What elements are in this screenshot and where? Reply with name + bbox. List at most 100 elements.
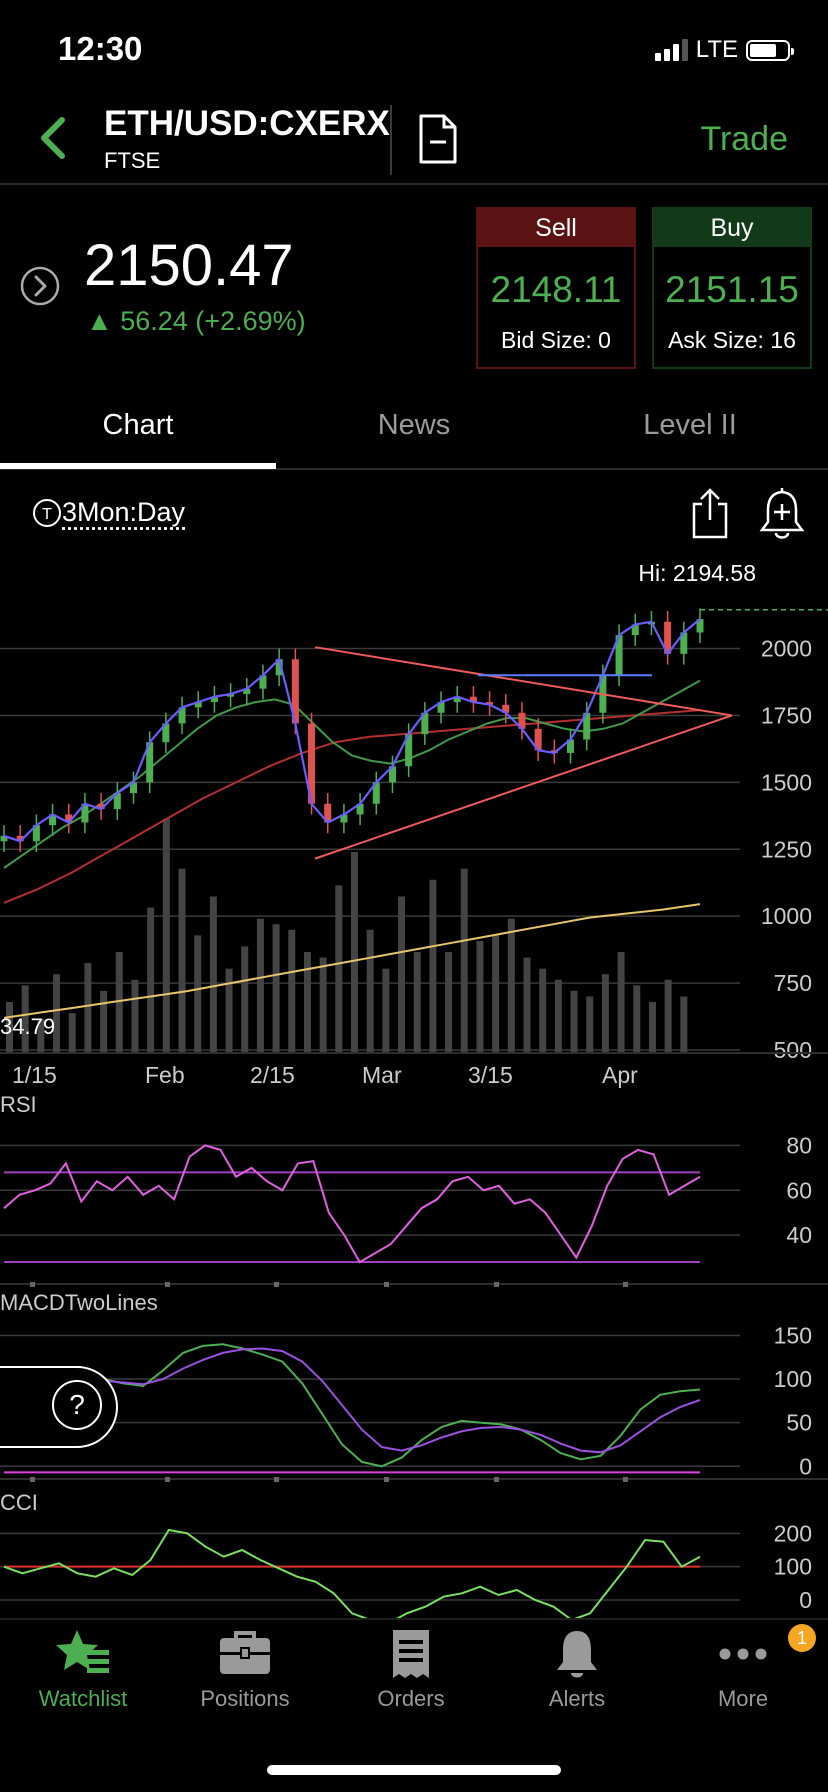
header-divider xyxy=(0,183,828,185)
help-button[interactable]: ? xyxy=(0,1366,118,1448)
candle-body xyxy=(0,835,8,842)
candle-body xyxy=(583,712,591,740)
y-tick-label: 0 xyxy=(799,1587,812,1613)
last-price: 2150.47 xyxy=(84,233,294,298)
candle-body xyxy=(502,704,510,713)
volume-bar xyxy=(288,929,296,1052)
share-icon xyxy=(692,488,728,539)
x-tick-mark xyxy=(274,1282,279,1287)
tabbar-orders[interactable]: Orders xyxy=(328,1628,494,1712)
x-tick-mark xyxy=(30,1282,35,1287)
candle-body xyxy=(453,696,461,703)
tabbar-more[interactable]: More xyxy=(660,1628,826,1712)
tab-chart[interactable]: Chart xyxy=(102,409,174,441)
candle-body xyxy=(324,803,332,823)
price-ma-line xyxy=(3,618,701,843)
y-tick-label: 60 xyxy=(786,1177,812,1203)
tab-news[interactable]: News xyxy=(377,409,451,441)
expand-quote-button[interactable] xyxy=(20,266,60,311)
help-label: ? xyxy=(69,1389,85,1420)
tab-divider xyxy=(0,468,828,470)
buy-box[interactable]: Buy 2151.15 Ask Size: 16 xyxy=(652,207,812,369)
sell-box[interactable]: Sell 2148.11 Bid Size: 0 xyxy=(476,207,636,369)
x-tick-mark xyxy=(384,1477,389,1482)
y-tick-label: 750 xyxy=(774,970,812,996)
x-tick-mark xyxy=(30,1477,35,1482)
period-selector[interactable]: 3Mon:Day xyxy=(62,497,186,527)
chart-type-button[interactable]: T xyxy=(32,498,62,533)
volume-bar xyxy=(445,952,453,1052)
briefcase-icon xyxy=(220,1631,270,1674)
candle-body xyxy=(113,793,121,810)
volume-bar xyxy=(225,968,233,1052)
timeframe-t-icon: T xyxy=(33,499,61,527)
tabbar-watchlist[interactable]: Watchlist xyxy=(0,1628,166,1712)
candle-body xyxy=(49,814,57,826)
candle-body xyxy=(65,814,73,823)
volume-bar xyxy=(6,1002,13,1052)
volume-bar xyxy=(586,996,594,1052)
header-separator xyxy=(390,105,392,175)
symbol-title: ETH/USD:CXERX xyxy=(104,104,390,143)
volume-bar xyxy=(319,957,327,1052)
volume-bar xyxy=(147,907,155,1052)
x-tick-mark xyxy=(623,1282,628,1287)
moving-average-line xyxy=(3,679,701,869)
candle-body xyxy=(421,712,429,735)
tabbar-label: Watchlist xyxy=(38,1686,128,1711)
back-button[interactable] xyxy=(34,114,74,162)
candle-body xyxy=(243,688,251,695)
volume-bar xyxy=(554,979,562,1052)
x-tick-mark xyxy=(165,1477,170,1482)
candle-body xyxy=(631,624,639,636)
candle-body xyxy=(340,814,348,823)
volume-bar xyxy=(648,1002,656,1052)
add-alert-button[interactable] xyxy=(758,484,806,547)
candle-body xyxy=(97,803,105,810)
x-tick-label: Apr xyxy=(602,1062,638,1088)
y-tick-label: 1500 xyxy=(761,769,812,795)
candle-body xyxy=(680,632,688,654)
battery-icon xyxy=(746,39,794,61)
y-tick-label: 40 xyxy=(786,1222,812,1248)
candle-body xyxy=(615,635,623,676)
volume-bar xyxy=(272,924,280,1052)
status-indicators: LTE xyxy=(654,36,794,64)
moving-average-line xyxy=(3,903,701,1019)
volume-bar xyxy=(429,879,437,1052)
candle-body xyxy=(227,694,235,697)
volume-bar xyxy=(507,918,515,1052)
volume-bar xyxy=(413,952,421,1052)
volume-bar xyxy=(100,990,108,1052)
candle-body xyxy=(405,734,413,767)
y-tick-label: 200 xyxy=(774,1520,812,1546)
tabbar-positions[interactable]: Positions xyxy=(162,1628,328,1712)
candle-body xyxy=(210,696,218,703)
tabbar-alerts[interactable]: Alerts xyxy=(494,1628,660,1712)
volume-bar xyxy=(523,957,531,1052)
volume-bar xyxy=(256,918,264,1052)
x-tick-mark xyxy=(274,1477,279,1482)
y-tick-label: 2000 xyxy=(761,636,812,662)
tab-level-ii[interactable]: Level II xyxy=(643,409,737,441)
candle-body xyxy=(518,712,526,729)
volume-bar xyxy=(84,963,92,1052)
x-tick-mark xyxy=(165,1282,170,1287)
tabbar-label: Orders xyxy=(377,1686,445,1711)
volume-bar xyxy=(664,979,672,1052)
y-tick-label: 1750 xyxy=(761,702,812,728)
trade-button[interactable]: Trade xyxy=(700,120,788,158)
candle-body xyxy=(664,621,672,654)
share-button[interactable] xyxy=(690,486,730,545)
cci-title: CCI xyxy=(0,1490,38,1515)
candle-body xyxy=(469,696,477,703)
x-tick-label: Mar xyxy=(362,1062,402,1088)
document-button[interactable] xyxy=(418,113,458,170)
tabbar-label: Positions xyxy=(200,1686,290,1711)
active-tab-indicator xyxy=(0,463,276,469)
candle-body xyxy=(275,659,283,676)
volume-bar xyxy=(539,968,547,1052)
bell-plus-icon xyxy=(759,487,805,539)
rsi-title: RSI xyxy=(0,1092,37,1117)
